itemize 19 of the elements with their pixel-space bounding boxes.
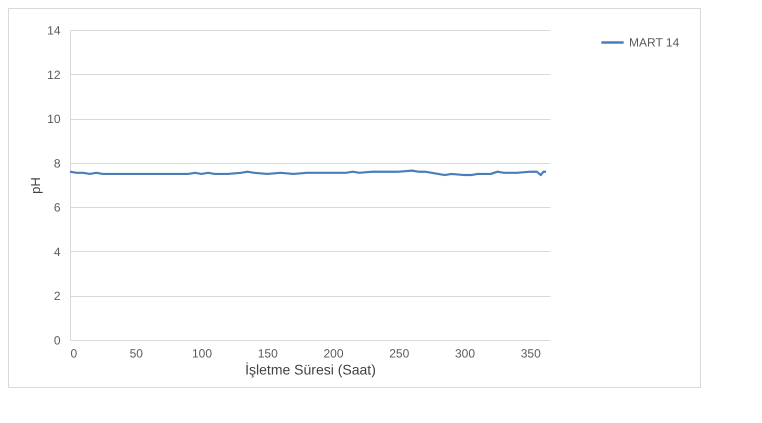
y-tick-label: 14 <box>47 24 61 38</box>
y-tick-label: 6 <box>54 200 61 215</box>
y-tick-label: 10 <box>47 112 61 126</box>
x-tick-label: 150 <box>258 346 278 360</box>
x-tick-label: 0 <box>70 346 78 360</box>
y-tick-label: 0 <box>54 334 61 348</box>
x-axis-title: İşletme Süresi (Saat) <box>245 362 376 378</box>
y-tick-label: 12 <box>47 68 61 82</box>
y-axis-title: pH <box>28 177 44 194</box>
x-tick-label: 300 <box>455 346 476 360</box>
legend-label: MART 14 <box>629 36 680 50</box>
y-tick-label: 2 <box>54 289 61 304</box>
x-tick-label: 250 <box>389 346 410 360</box>
x-tick-label: 350 <box>520 346 542 360</box>
y-tick-label: 4 <box>54 244 61 259</box>
x-tick-label: 100 <box>192 346 212 360</box>
x-tick-label: 200 <box>324 346 344 360</box>
y-tick-label: 8 <box>54 156 61 170</box>
x-tick-label: 50 <box>130 346 144 360</box>
